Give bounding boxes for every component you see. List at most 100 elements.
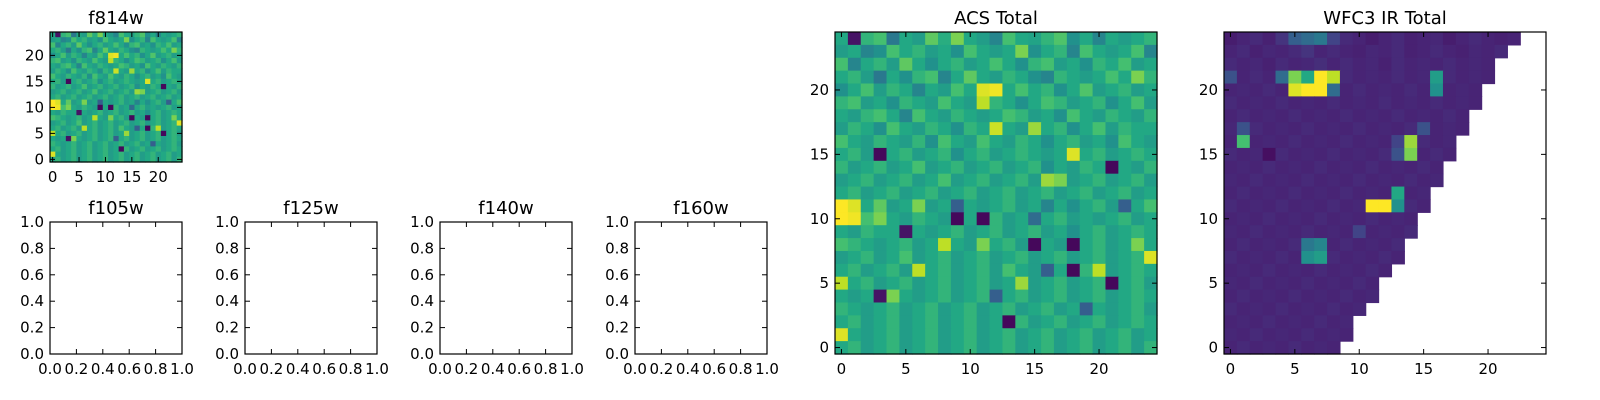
heatmap-cell: [1352, 57, 1367, 72]
heatmap-cell: [1236, 32, 1251, 46]
heatmap-cell: [860, 32, 875, 46]
heatmap-cell: [1118, 44, 1132, 59]
heatmap-cell: [1352, 302, 1367, 316]
heatmap-cell: [1144, 57, 1158, 72]
heatmap-cell: [1118, 341, 1132, 355]
heatmap-cell: [873, 212, 888, 226]
heatmap-cell: [1041, 238, 1055, 252]
heatmap-cell: [176, 141, 183, 147]
heatmap-cell: [860, 250, 875, 265]
heatmap-cell: [1442, 32, 1457, 46]
heatmap-cell: [108, 110, 114, 116]
heatmap-cell: [835, 328, 849, 342]
heatmap-cell: [1144, 70, 1158, 85]
heatmap-cell: [1404, 147, 1418, 162]
heatmap-cell: [1144, 250, 1158, 265]
heatmap-cell: [65, 84, 72, 90]
heatmap-cell: [65, 94, 72, 101]
heatmap-cell: [1066, 199, 1081, 213]
heatmap-cell: [963, 57, 978, 72]
heatmap-cell: [55, 42, 62, 49]
x-tick-label: 0.2: [649, 360, 673, 378]
heatmap-cell: [171, 94, 178, 101]
heatmap-cell: [86, 37, 93, 43]
heatmap-cell: [60, 120, 67, 127]
heatmap-cell: [860, 289, 875, 304]
heatmap-cell: [97, 104, 104, 111]
heatmap-cell: [1092, 315, 1107, 329]
heatmap-cell: [1301, 122, 1315, 136]
heatmap-cell: [71, 68, 77, 75]
heatmap-cell: [912, 160, 926, 175]
heatmap-cell: [1378, 83, 1393, 97]
heatmap-cell: [1118, 122, 1132, 136]
heatmap-cell: [1144, 328, 1158, 342]
heatmap-cell: [166, 58, 173, 64]
heatmap-cell: [50, 63, 56, 69]
heatmap-cell: [1002, 315, 1016, 329]
heatmap-cell: [1455, 122, 1470, 136]
heatmap-cell: [1066, 44, 1081, 59]
heatmap-cell: [1105, 315, 1119, 329]
heatmap-cell: [1224, 160, 1238, 175]
heatmap-cell: [134, 78, 141, 85]
heatmap-cell: [886, 32, 900, 46]
heatmap-cell: [71, 63, 77, 69]
heatmap-cell: [139, 130, 146, 137]
heatmap-cell: [989, 44, 1004, 59]
heatmap-cell: [1365, 289, 1380, 304]
heatmap-cell: [134, 104, 141, 111]
heatmap-cell: [160, 120, 167, 127]
heatmap-cell: [1378, 160, 1393, 175]
heatmap-cell: [60, 125, 67, 132]
heatmap-cell: [171, 99, 178, 106]
heatmap-cell: [1301, 341, 1315, 355]
heatmap-cell: [925, 57, 939, 72]
heatmap-cell: [1327, 32, 1341, 46]
heatmap-cell: [963, 289, 978, 304]
heatmap-cell: [1015, 109, 1029, 123]
heatmap-cell: [1249, 160, 1264, 175]
heatmap-cell: [129, 89, 136, 95]
x-tick-label: 0.8: [144, 360, 168, 378]
heatmap-cell: [1249, 96, 1264, 110]
heatmap-cell: [65, 68, 72, 75]
heatmap-cell: [1002, 147, 1016, 162]
heatmap-cell: [1118, 302, 1132, 316]
heatmap-cell: [1118, 57, 1132, 72]
y-tick-label: 0.2: [410, 319, 434, 337]
heatmap-cell: [166, 130, 173, 137]
y-tick-label: 0.2: [215, 319, 239, 337]
heatmap-cell: [108, 73, 114, 80]
heatmap-cell: [835, 70, 849, 85]
heatmap-cell: [963, 276, 978, 291]
heatmap-cell: [76, 94, 83, 101]
heatmap-cell: [86, 146, 93, 153]
heatmap-cell: [989, 238, 1004, 252]
heatmap-cell: [155, 115, 162, 121]
heatmap-cell: [123, 120, 130, 127]
heatmap-cell: [886, 70, 900, 85]
heatmap-cell: [1481, 70, 1496, 85]
heatmap-cell: [1262, 57, 1277, 72]
heatmap-cell: [976, 96, 991, 110]
heatmap-cell: [92, 125, 99, 132]
heatmap-cell: [950, 238, 965, 252]
heatmap-cell: [989, 122, 1004, 136]
heatmap-cell: [1442, 109, 1457, 123]
heatmap-cell: [1066, 341, 1081, 355]
x-tick-label: 0.6: [507, 360, 531, 378]
heatmap-cell: [1092, 96, 1107, 110]
heatmap-cell: [145, 42, 151, 49]
heatmap-cell: [113, 130, 120, 137]
heatmap-cell: [1066, 32, 1081, 46]
heatmap-cell: [81, 130, 88, 137]
heatmap-cell: [1417, 70, 1431, 85]
heatmap-cell: [1339, 70, 1354, 85]
heatmap-cell: [1430, 96, 1444, 110]
heatmap-cell: [145, 63, 151, 69]
heatmap-cell: [139, 42, 146, 49]
heatmap-cell: [81, 32, 88, 38]
heatmap-cell: [102, 52, 109, 59]
